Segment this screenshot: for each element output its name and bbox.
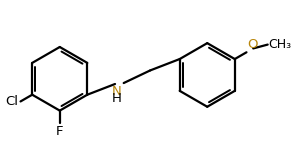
Text: Cl: Cl [6, 95, 19, 108]
Text: N: N [112, 85, 122, 98]
Text: H: H [112, 92, 122, 105]
Text: F: F [56, 125, 64, 138]
Text: CH₃: CH₃ [269, 38, 292, 51]
Text: O: O [248, 38, 258, 51]
